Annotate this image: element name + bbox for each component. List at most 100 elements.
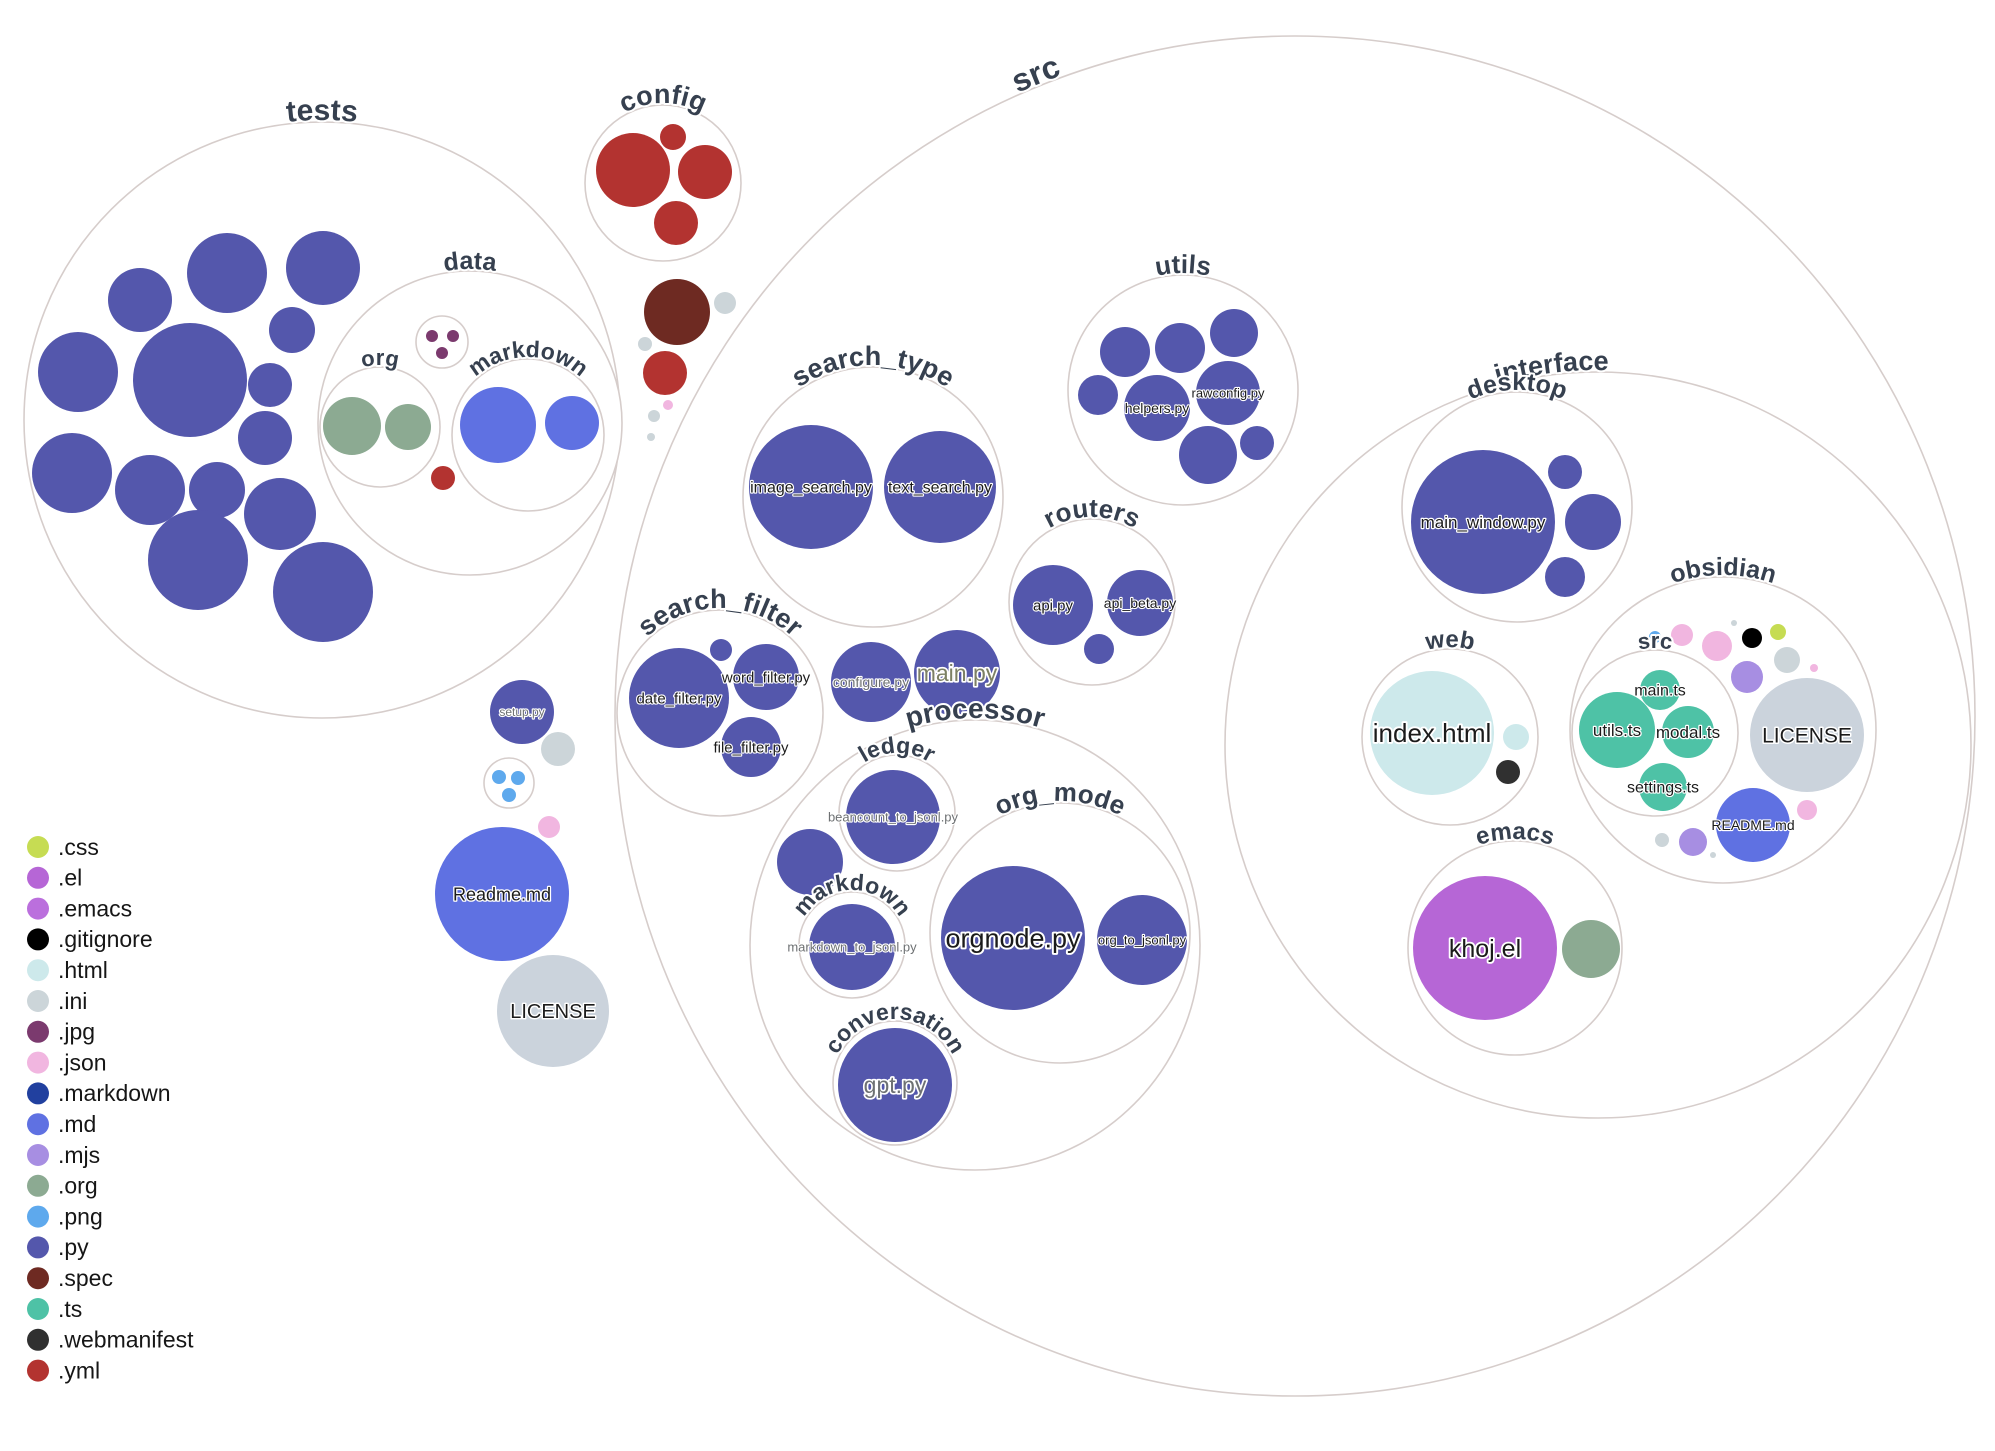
file-label-org_to_jsonl.py: org_to_jsonl.py [1098,933,1187,948]
file-json [1810,664,1818,672]
legend-label-html: .html [58,957,108,983]
file-label-image_search.py: image_search.py [750,480,872,497]
file-py [710,639,732,661]
file-py [1155,323,1205,373]
legend-label-markdown: .markdown [58,1080,170,1106]
file-label-main_window.py: main_window.py [1421,513,1546,532]
file-gpt.py [838,1028,952,1142]
file-py [777,829,843,895]
file-ini [1731,620,1737,626]
file-py [148,510,248,610]
file-rawconfig.py [1196,361,1260,425]
file-css [1770,624,1786,640]
file-webmanifest [1496,760,1520,784]
file-modal.ts [1662,706,1714,758]
file-image_search.py [749,425,873,549]
file-setup.py [490,680,554,744]
file-label-main.ts: main.ts [1634,683,1686,700]
file-LICENSE [497,955,609,1067]
file-md [460,387,536,463]
file-label-configure.py: configure.py [833,674,909,690]
file-label-api.py: api.py [1033,597,1074,614]
file-ini [1655,833,1669,847]
file-py [1545,557,1585,597]
legend-dot-ts [27,1298,49,1320]
file-label-khoj.el: khoj.el [1449,935,1521,963]
folder-src [1571,649,1739,817]
file-py [1240,426,1274,460]
legend-label-py: .py [58,1234,89,1260]
file-label-file_filter.py: file_filter.py [713,739,789,756]
file-api.py [1013,565,1093,645]
legend-dot-png [27,1205,49,1228]
legend-label-spec: .spec [58,1265,113,1291]
file-api_beta.py [1107,570,1173,636]
file-py [269,307,315,353]
file-utils.ts [1579,692,1655,768]
file-py [1565,494,1621,550]
legend-dot-spec [27,1267,49,1290]
file-helpers.py [1124,375,1190,441]
legend-label-ts: .ts [58,1296,82,1322]
file-org_to_jsonl.py [1097,895,1187,985]
file-label-setup.py: setup.py [499,705,544,719]
file-yml [431,466,455,490]
file-label-utils.ts: utils.ts [1593,721,1641,740]
legend-label-el: .el [58,865,82,891]
file-Readme.md [435,827,569,961]
legend-dot-css [27,836,49,858]
legend-dot-gitignore [27,928,49,951]
file-spec [644,279,710,345]
file-label-text_search.py: text_search.py [888,480,992,497]
folder-label-data: data [442,247,499,277]
file-main.py [914,630,1000,716]
legend-dot-markdown [27,1082,49,1105]
file-label-LICENSE: LICENSE [1762,724,1852,747]
file-gitignore [1742,628,1762,648]
file-settings.ts [1639,763,1687,811]
file-configure.py [831,642,911,722]
file-mjs [1731,661,1763,693]
file-py [244,478,316,550]
file-label-helpers.py: helpers.py [1125,400,1190,416]
file-khoj.el [1413,876,1557,1020]
file-org [1562,920,1620,978]
extension-legend: .css .el .emacs .gitignore .html .ini .jpg .jso… [27,834,194,1383]
file-png [502,788,516,802]
file-json [538,816,560,838]
legend-label-emacs: .emacs [58,895,132,921]
file-label-orgnode.py: orgnode.py [945,923,1081,953]
file-jpg [426,330,438,342]
file-html [1503,724,1529,750]
file-label-modal.ts: modal.ts [1656,723,1720,742]
file-py [1210,309,1258,357]
file-label-README.md: README.md [1711,817,1794,833]
legend-label-json: .json [58,1049,107,1075]
file-py [1548,455,1582,489]
file-py [273,542,373,642]
legend-label-png: .png [58,1203,103,1229]
legend-dot-html [27,959,49,982]
file-jpg [436,347,448,359]
file-ini [1710,852,1716,858]
legend-dot-org [27,1174,49,1197]
file-main_window.py [1411,450,1555,594]
file-py [1100,327,1150,377]
file-json [1671,624,1693,646]
file-ini [638,337,652,351]
file-py [1179,426,1237,484]
file-label-date_filter.py: date_filter.py [636,690,722,707]
legend-label-md: .md [58,1111,96,1137]
file-py [108,268,172,332]
legend-label-webmanifest: .webmanifest [58,1327,194,1353]
file-label-markdown_to_jsonl.py: markdown_to_jsonl.py [787,940,917,955]
legend-dot-py [27,1236,49,1259]
file-json [1797,800,1817,820]
folder-label-src: src [1636,628,1674,654]
legend-label-mjs: .mjs [58,1142,100,1168]
legend-dot-json [27,1051,49,1074]
legend-dot-emacs [27,897,49,920]
file-label-index.html: index.html [1373,718,1492,748]
file-label-api_beta.py: api_beta.py [1104,595,1176,611]
